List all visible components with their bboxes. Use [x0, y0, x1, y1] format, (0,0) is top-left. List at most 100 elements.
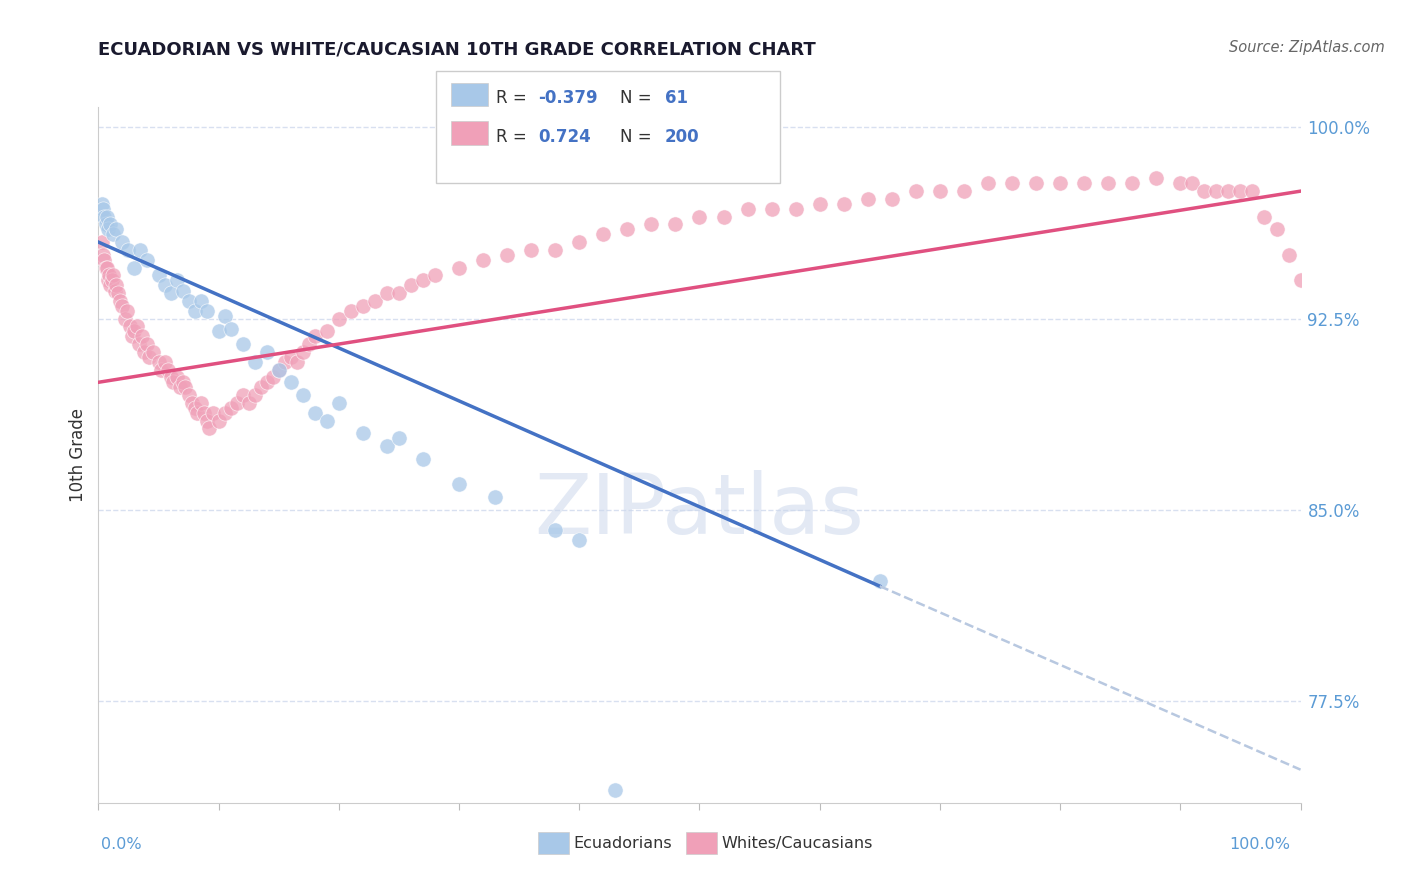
- Point: [225, 395, 247, 409]
- Point: [375, 286, 398, 301]
- Point: [98, 268, 121, 283]
- Point: [128, 337, 150, 351]
- Point: [664, 217, 686, 231]
- Point: [1073, 177, 1095, 191]
- Text: 100.0%: 100.0%: [1230, 838, 1291, 852]
- Point: [1229, 184, 1251, 198]
- Point: [1181, 177, 1204, 191]
- Point: [1170, 177, 1192, 191]
- Point: [105, 278, 128, 293]
- Point: [232, 388, 254, 402]
- Point: [174, 380, 197, 394]
- Point: [138, 350, 160, 364]
- Point: [100, 278, 122, 293]
- Point: [423, 268, 446, 283]
- Point: [193, 406, 215, 420]
- Point: [238, 395, 260, 409]
- Point: [1265, 222, 1288, 236]
- Text: -0.379: -0.379: [538, 89, 598, 107]
- Point: [114, 311, 136, 326]
- Point: [352, 426, 374, 441]
- Point: [172, 376, 194, 390]
- Point: [1097, 177, 1119, 191]
- Point: [108, 293, 131, 308]
- Point: [94, 217, 117, 231]
- Point: [232, 337, 254, 351]
- Point: [219, 401, 242, 415]
- Point: [304, 329, 326, 343]
- Point: [1049, 177, 1071, 191]
- Point: [186, 406, 208, 420]
- Point: [568, 533, 591, 548]
- Point: [315, 413, 337, 427]
- Point: [1277, 248, 1299, 262]
- Point: [520, 243, 543, 257]
- Text: Whites/Caucasians: Whites/Caucasians: [721, 836, 873, 851]
- Point: [117, 243, 139, 257]
- Point: [219, 322, 242, 336]
- Point: [183, 401, 205, 415]
- Point: [298, 337, 321, 351]
- Point: [159, 286, 181, 301]
- Point: [496, 248, 519, 262]
- Text: R =: R =: [496, 89, 533, 107]
- Point: [592, 227, 614, 242]
- Point: [125, 319, 148, 334]
- Point: [131, 329, 153, 343]
- Point: [181, 395, 204, 409]
- Point: [243, 355, 266, 369]
- Point: [177, 293, 200, 308]
- Text: R =: R =: [496, 128, 533, 145]
- Point: [544, 243, 567, 257]
- Point: [304, 406, 326, 420]
- Point: [280, 350, 302, 364]
- Point: [1289, 273, 1312, 287]
- Point: [285, 355, 308, 369]
- Point: [689, 210, 711, 224]
- Point: [785, 202, 807, 216]
- Point: [1241, 184, 1264, 198]
- Point: [201, 406, 224, 420]
- Point: [111, 299, 134, 313]
- Point: [159, 370, 181, 384]
- Point: [447, 477, 470, 491]
- Point: [256, 376, 278, 390]
- Point: [101, 268, 124, 283]
- Point: [104, 284, 127, 298]
- Point: [262, 370, 284, 384]
- Point: [291, 388, 314, 402]
- Point: [737, 202, 759, 216]
- Point: [195, 413, 218, 427]
- Point: [352, 299, 374, 313]
- Point: [1218, 184, 1240, 198]
- Point: [177, 388, 200, 402]
- Point: [101, 227, 124, 242]
- Point: [96, 260, 118, 275]
- Point: [388, 431, 411, 445]
- Point: [117, 304, 139, 318]
- Point: [399, 278, 422, 293]
- Point: [124, 260, 146, 275]
- Point: [328, 395, 350, 409]
- Point: [91, 202, 114, 216]
- Point: [315, 324, 337, 338]
- Point: [94, 260, 117, 275]
- Point: [208, 413, 231, 427]
- Point: [214, 309, 236, 323]
- Text: 61: 61: [665, 89, 688, 107]
- Point: [928, 184, 950, 198]
- Point: [291, 344, 314, 359]
- Point: [904, 184, 927, 198]
- Point: [190, 293, 212, 308]
- Point: [183, 304, 205, 318]
- Point: [153, 278, 176, 293]
- Point: [141, 344, 163, 359]
- Point: [124, 324, 146, 338]
- Text: N =: N =: [620, 128, 657, 145]
- Point: [91, 197, 114, 211]
- Point: [1001, 177, 1024, 191]
- Text: 0.0%: 0.0%: [101, 838, 142, 852]
- Point: [412, 273, 434, 287]
- Point: [640, 217, 662, 231]
- Point: [472, 252, 495, 267]
